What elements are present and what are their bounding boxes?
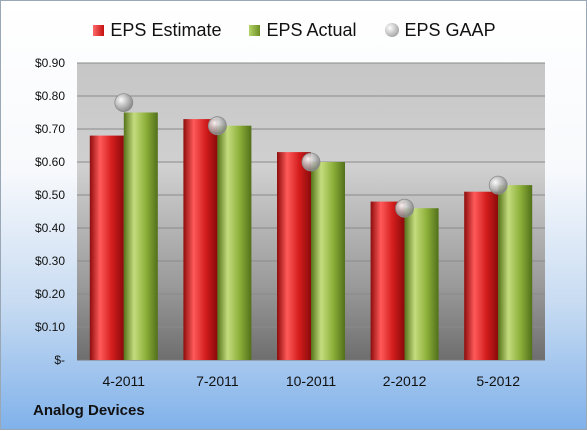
legend-swatch-gaap [384, 23, 399, 37]
y-tick-label: $0.40 [35, 221, 65, 235]
company-name: Analog Devices [33, 402, 145, 419]
y-tick-label: $0.80 [35, 89, 65, 103]
x-tick-label: 2-2012 [383, 373, 427, 389]
x-tick-label: 10-2011 [286, 373, 337, 389]
point-eps-gaap [114, 93, 134, 112]
y-tick-label: $0.60 [35, 155, 65, 169]
legend-label-actual: EPS Actual [266, 19, 357, 40]
y-tick-label: $0.90 [35, 56, 65, 70]
legend-swatch-actual [249, 24, 261, 36]
point-eps-gaap [301, 152, 321, 172]
bar-eps-estimate [464, 191, 499, 360]
y-tick-label: $0.50 [35, 188, 65, 202]
bar-eps-actual [404, 208, 439, 360]
y-tick-label: $0.10 [35, 320, 65, 334]
chart-legend: EPS Estimate EPS Actual EPS GAAP [1, 15, 587, 45]
bar-eps-actual [498, 185, 533, 360]
point-eps-gaap [488, 175, 508, 195]
y-tick-label: $- [54, 353, 65, 367]
legend-item-gaap: EPS GAAP [384, 19, 496, 41]
x-tick-label: 4-2011 [103, 373, 146, 389]
legend-item-actual: EPS Actual [249, 19, 357, 41]
legend-label-gaap: EPS GAAP [404, 19, 496, 40]
bar-eps-actual [123, 112, 158, 360]
bar-eps-estimate [370, 201, 405, 360]
x-tick-label: 7-2011 [196, 373, 239, 389]
bar-eps-estimate [183, 119, 218, 360]
bar-eps-actual [311, 162, 345, 360]
legend-label-estimate: EPS Estimate [110, 19, 222, 40]
y-tick-label: $0.20 [35, 287, 65, 301]
bar-eps-actual [217, 125, 252, 360]
legend-item-estimate: EPS Estimate [93, 20, 221, 41]
point-eps-gaap [207, 116, 227, 136]
x-tick-label: 5-2012 [476, 373, 520, 389]
bar-eps-estimate [89, 135, 124, 360]
legend-swatch-estimate [93, 24, 105, 36]
y-tick-label: $0.70 [35, 122, 65, 136]
point-eps-gaap [395, 198, 415, 218]
y-tick-label: $0.30 [35, 254, 65, 268]
bar-eps-estimate [277, 152, 311, 360]
